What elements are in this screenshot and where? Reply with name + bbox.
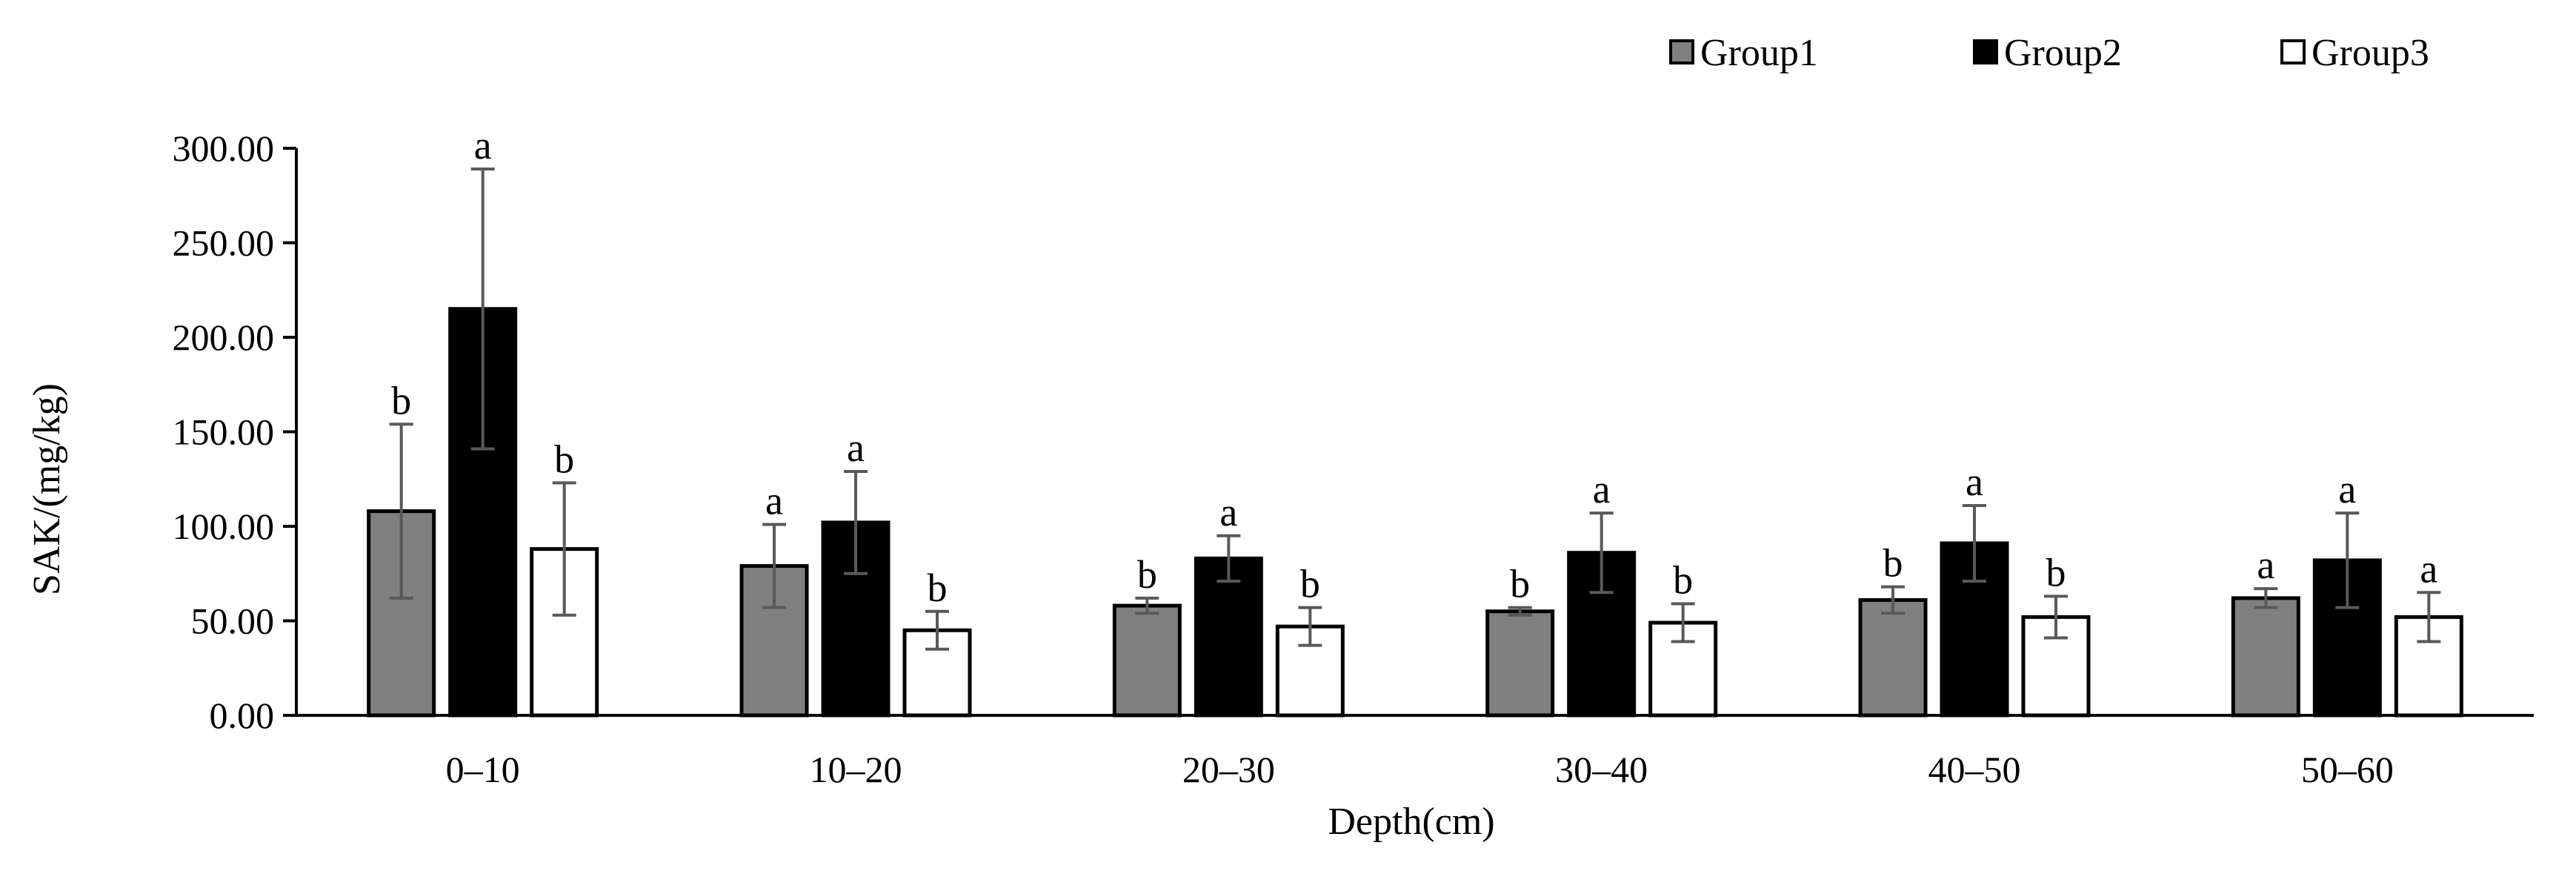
y-tick-label: 100.00 <box>173 506 275 547</box>
significance-label: b <box>1673 558 1693 603</box>
bar <box>1194 556 1263 718</box>
y-tick-label: 300.00 <box>173 127 275 169</box>
significance-label: b <box>2046 550 2066 595</box>
x-tick-label: 20–30 <box>1182 749 1275 790</box>
legend-swatch <box>1973 39 1998 64</box>
significance-label: b <box>1883 541 1903 586</box>
significance-label: b <box>1510 562 1530 606</box>
legend-swatch <box>2280 39 2306 64</box>
legend: Group1 Group2 Group3 <box>1669 32 2429 74</box>
y-tick-label: 250.00 <box>173 222 275 264</box>
significance-label: a <box>1966 460 1983 504</box>
significance-label: a <box>2420 546 2437 591</box>
y-tick-label: 150.00 <box>173 411 275 453</box>
significance-label: a <box>765 478 783 523</box>
bar <box>2231 596 2300 718</box>
x-axis-title: Depth(cm) <box>1328 801 1494 843</box>
significance-label: a <box>474 123 492 168</box>
significance-label: a <box>2338 467 2356 511</box>
x-tick-label: 0–10 <box>446 749 520 790</box>
y-axis-title: SAK/(mg/kg) <box>26 383 68 595</box>
bar <box>1858 597 1928 718</box>
legend-label: Group2 <box>2004 32 2122 74</box>
significance-label: b <box>928 566 948 610</box>
significance-label: b <box>391 378 411 423</box>
labels-layer: 0–10 b a b 10–20 a a b 20–30 b a b 30–40 b a b 40–50 b a b 5… <box>391 123 2437 790</box>
legend-label: Group3 <box>2312 32 2429 74</box>
significance-label: a <box>847 425 865 470</box>
x-tick-label: 10–20 <box>810 749 902 790</box>
legend-swatch <box>1669 39 1694 64</box>
significance-label: b <box>1300 562 1320 606</box>
significance-label: a <box>2257 543 2274 587</box>
bar <box>1485 609 1555 718</box>
y-tick-label: 200.00 <box>173 317 275 358</box>
bar <box>1112 603 1182 718</box>
legend-label: Group1 <box>1700 32 1818 74</box>
significance-label: b <box>1137 552 1157 597</box>
y-tick-label: 0.00 <box>210 695 275 736</box>
y-tick-label: 50.00 <box>191 600 275 642</box>
significance-label: a <box>1593 467 1611 511</box>
x-tick-label: 50–60 <box>2301 749 2394 790</box>
bar <box>1940 541 2009 718</box>
significance-label: a <box>1219 490 1237 534</box>
axes: 0.00 50.00 100.00 150.00 200.00 250.00 300.00 <box>173 127 2534 736</box>
x-tick-label: 40–50 <box>1928 749 2021 790</box>
bar <box>2021 615 2091 718</box>
significance-label: b <box>554 437 574 481</box>
x-tick-label: 30–40 <box>1555 749 1648 790</box>
bars-layer <box>367 168 2463 718</box>
